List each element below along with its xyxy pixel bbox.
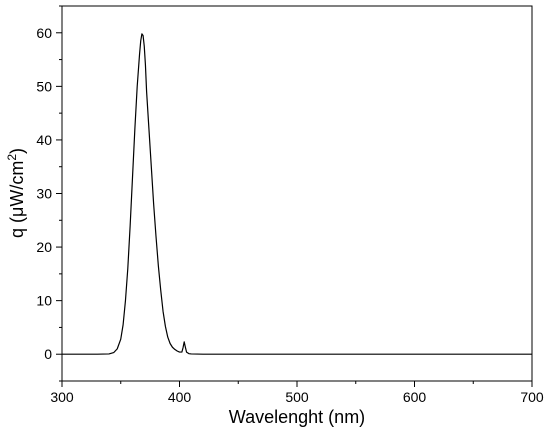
- x-axis-title: Wavelenght (nm): [229, 407, 365, 427]
- axis-tick-labels: 300 400 500 600 700 0 10 20 30 40 50 60: [36, 25, 543, 405]
- y-axis-title-superscript: 2: [5, 154, 19, 161]
- y-tick-label: 60: [36, 25, 52, 41]
- y-tick-label: 50: [36, 78, 52, 94]
- y-tick-label: 10: [36, 293, 52, 309]
- y-tick-label: 20: [36, 239, 52, 255]
- x-tick-label: 500: [285, 389, 309, 405]
- plot-frame: [61, 5, 533, 382]
- axis-ticks: [56, 5, 533, 387]
- x-tick-label: 400: [168, 389, 192, 405]
- series-group: [62, 33, 532, 355]
- x-tick-label: 300: [50, 389, 74, 405]
- x-tick-label: 700: [520, 389, 544, 405]
- y-axis-title-main: q (μW/cm: [7, 161, 27, 238]
- y-axis-title: q (μW/cm2): [5, 148, 27, 238]
- x-tick-label: 600: [403, 389, 427, 405]
- series-line-1: [62, 33, 532, 355]
- y-tick-label: 30: [36, 186, 52, 202]
- y-tick-label: 40: [36, 132, 52, 148]
- y-axis-title-close: ): [7, 148, 27, 154]
- y-tick-label: 0: [44, 346, 52, 362]
